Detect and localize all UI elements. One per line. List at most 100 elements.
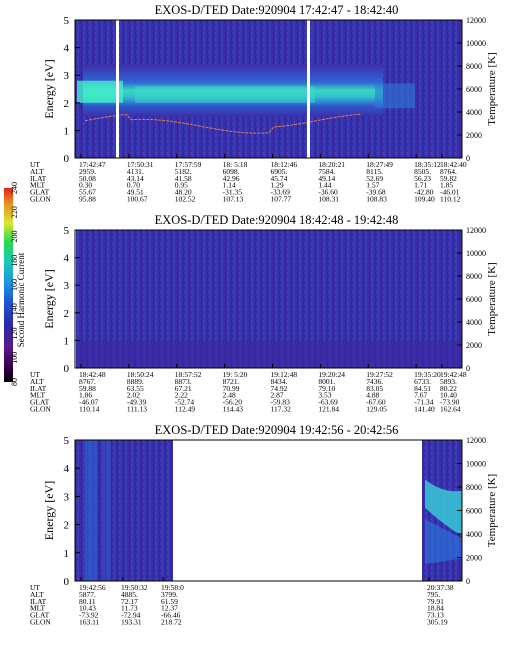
- temperature-trace: [84, 113, 362, 134]
- table-cell: 6733.: [414, 377, 431, 386]
- table-row-label: UT: [30, 583, 40, 592]
- table-row-label: ALT: [30, 590, 44, 599]
- table-cell: 59.88: [79, 384, 96, 393]
- table-cell: 0.30: [79, 181, 92, 190]
- y-tick-label: 0: [64, 153, 70, 165]
- table-cell: -49.39: [127, 398, 147, 407]
- spectrogram-streak: [85, 440, 97, 581]
- table-cell: 141.40: [414, 405, 435, 414]
- y-tick-label: 4: [64, 253, 70, 265]
- table-cell: 18:42:40: [440, 160, 467, 169]
- table-row-label: ILAT: [30, 384, 47, 393]
- table-cell: 59.82: [440, 174, 457, 183]
- table-cell: -52.74: [175, 398, 195, 407]
- table-cell: 5182.: [175, 167, 192, 176]
- table-cell: -39.68: [366, 188, 386, 197]
- table-cell: 18:57:52: [175, 370, 202, 379]
- table-cell: 108.83: [366, 195, 387, 204]
- table-cell: 19:58:0: [161, 583, 184, 592]
- table-cell: 129.05: [366, 405, 387, 414]
- table-cell: 8767.: [79, 377, 96, 386]
- y-right-tick-label: 4000: [466, 530, 482, 539]
- spectrogram-band: [425, 479, 462, 536]
- colorbar-tick-label: 180: [10, 255, 19, 267]
- y-right-tick-label: 2000: [466, 554, 482, 563]
- table-cell: 19:27:52: [366, 370, 393, 379]
- table-cell: 6098.: [223, 167, 240, 176]
- panel-title: EXOS-D/TED Date:920904 18:42:48 - 19:42:…: [155, 213, 399, 227]
- table-cell: 67.21: [175, 384, 192, 393]
- y-tick-label: 5: [64, 225, 70, 237]
- y-tick-label: 2: [64, 308, 70, 320]
- table-cell: 8115.: [366, 167, 383, 176]
- panel-title: EXOS-D/TED Date:920904 19:42:56 - 20:42:…: [155, 423, 399, 437]
- y-axis-label: Energy [eV]: [42, 59, 56, 118]
- table-cell: 108.31: [318, 195, 339, 204]
- table-cell: 4131.: [127, 167, 144, 176]
- table-cell: 110.12: [440, 195, 461, 204]
- table-row-label: UT: [30, 370, 40, 379]
- colorbar-label: Second Harmonic Current: [16, 252, 26, 347]
- y-tick-label: 5: [64, 435, 70, 447]
- colorbar-tick-label: 140: [10, 303, 19, 315]
- table-cell: 79.10: [318, 384, 335, 393]
- table-row-label: GLON: [30, 618, 51, 627]
- table-cell: 18.84: [427, 604, 444, 613]
- table-cell: 7584.: [318, 167, 335, 176]
- spectrogram-lowband: [75, 340, 462, 368]
- table-row-label: GLAT: [30, 188, 50, 197]
- table-cell: 11.73: [121, 604, 138, 613]
- table-cell: 49.51: [127, 188, 144, 197]
- table-cell: 19:42:56: [79, 583, 106, 592]
- table-cell: 8001.: [318, 377, 335, 386]
- table-cell: 18:42:48: [79, 370, 106, 379]
- table-row-label: GLAT: [30, 398, 50, 407]
- table-cell: 121.84: [318, 405, 339, 414]
- table-cell: -73.92: [79, 611, 99, 620]
- table-cell: 74.92: [271, 384, 288, 393]
- table-cell: 18:50:24: [127, 370, 154, 379]
- table-cell: 20:37:38: [427, 583, 454, 592]
- table-cell: 19:12:48: [271, 370, 298, 379]
- table-cell: 12.37: [161, 604, 178, 613]
- table-cell: 83.05: [366, 384, 383, 393]
- y-tick-label: 0: [64, 363, 70, 375]
- y-tick-label: 1: [64, 335, 70, 347]
- table-cell: 305.19: [427, 618, 448, 627]
- y-right-tick-label: 6000: [466, 507, 482, 516]
- panel-title: EXOS-D/TED Date:920904 17:42:47 - 18:42:…: [155, 3, 399, 17]
- table-cell: 218.72: [161, 618, 182, 627]
- table-cell: -73.90: [440, 398, 460, 407]
- y-right-tick-label: 12000: [466, 226, 486, 235]
- y-right-tick-label: 12000: [466, 436, 486, 445]
- table-row-label: MLT: [30, 181, 46, 190]
- y-tick-label: 4: [64, 43, 70, 55]
- table-cell: -33.69: [271, 188, 291, 197]
- table-cell: 8873.: [175, 377, 192, 386]
- table-cell: 19:20:24: [318, 370, 345, 379]
- colorbar-tick-label: 80: [10, 378, 19, 386]
- table-cell: 110.14: [79, 405, 100, 414]
- table-cell: 107.13: [223, 195, 244, 204]
- table-cell: 4885.: [121, 590, 138, 599]
- table-cell: 43.14: [127, 174, 144, 183]
- y-right-tick-label: 4000: [466, 108, 482, 117]
- spectrogram-band-core: [135, 86, 315, 103]
- table-cell: -36.60: [318, 188, 338, 197]
- panel-3: EXOS-D/TED Date:920904 19:42:56 - 20:42:…: [30, 423, 498, 627]
- spectrogram-band-tail: [375, 83, 415, 109]
- table-cell: 19:35:20: [414, 370, 441, 379]
- y-right-tick-label: 0: [466, 154, 470, 163]
- table-cell: 117.32: [271, 405, 292, 414]
- table-cell: 2.48: [223, 391, 236, 400]
- table-cell: 10.40: [440, 391, 457, 400]
- y-tick-label: 4: [64, 463, 70, 475]
- table-cell: 17:57:59: [175, 160, 202, 169]
- y-axis-label: Energy [eV]: [42, 269, 56, 328]
- table-cell: 1.86: [79, 391, 92, 400]
- table-cell: 109.40: [414, 195, 435, 204]
- table-cell: -46.07: [79, 398, 99, 407]
- y-right-axis-label: Temperature [K]: [486, 262, 498, 335]
- y-tick-label: 3: [64, 491, 70, 503]
- table-cell: 63.55: [127, 384, 144, 393]
